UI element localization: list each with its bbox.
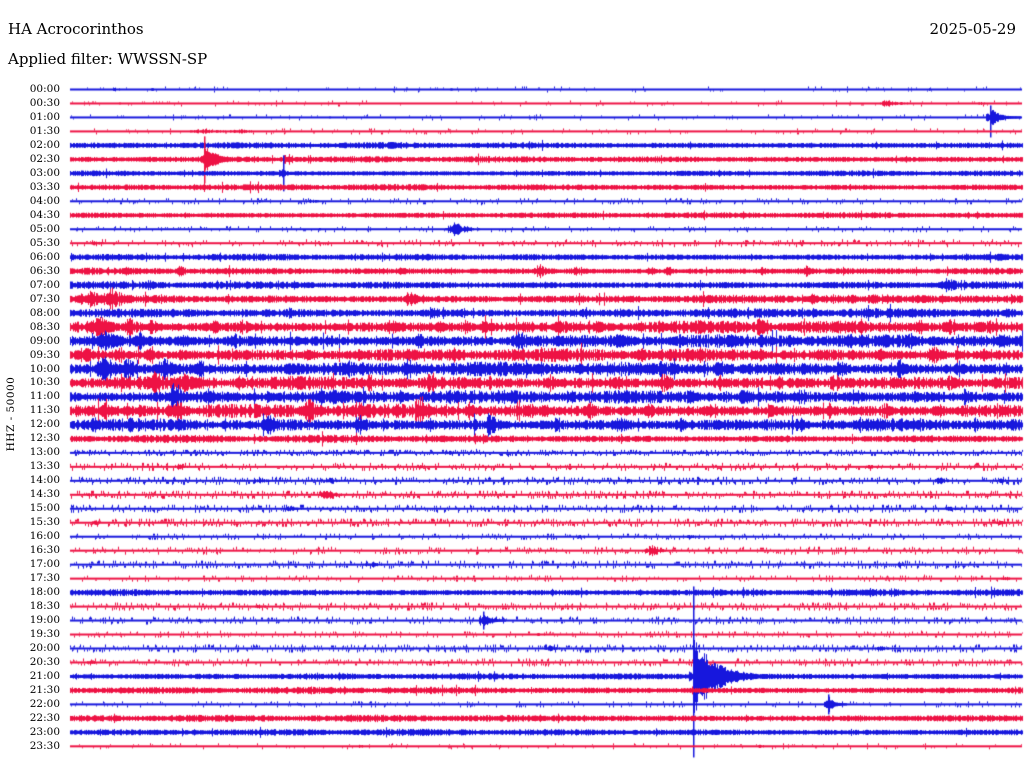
time-label: 20:30: [29, 655, 60, 668]
time-label: 14:00: [29, 474, 60, 487]
time-label: 23:30: [29, 739, 60, 752]
time-label: 11:30: [29, 404, 60, 417]
time-label: 17:30: [29, 572, 60, 585]
time-label: 15:30: [29, 516, 60, 529]
time-label: 21:00: [29, 669, 60, 682]
time-label: 02:00: [29, 138, 60, 151]
time-label: 15:00: [29, 502, 60, 515]
time-label: 08:30: [29, 320, 60, 333]
time-label: 08:00: [29, 306, 60, 319]
time-label: 13:00: [29, 446, 60, 459]
time-label: 16:30: [29, 544, 60, 557]
time-label: 02:30: [29, 152, 60, 165]
time-label: 09:30: [29, 348, 60, 361]
time-label: 18:00: [29, 586, 60, 599]
time-label: 05:00: [29, 222, 60, 235]
time-label: 12:00: [29, 418, 60, 431]
time-label: 12:30: [29, 432, 60, 445]
time-label: 10:30: [29, 376, 60, 389]
time-label: 04:30: [29, 208, 60, 221]
time-label: 23:00: [29, 725, 60, 738]
time-label: 11:00: [29, 390, 60, 403]
time-label: 07:30: [29, 292, 60, 305]
time-label: 09:00: [29, 334, 60, 347]
time-label: 17:00: [29, 558, 60, 571]
time-label: 13:30: [29, 460, 60, 473]
time-label: 01:30: [29, 124, 60, 137]
time-label: 19:30: [29, 628, 60, 641]
time-label: 00:30: [29, 96, 60, 109]
time-label: 14:30: [29, 488, 60, 501]
time-label: 18:30: [29, 600, 60, 613]
time-label: 04:00: [29, 194, 60, 207]
time-label: 16:00: [29, 530, 60, 543]
time-label: 03:00: [29, 166, 60, 179]
time-label: 06:00: [29, 250, 60, 263]
time-label: 03:30: [29, 180, 60, 193]
time-label: 22:30: [29, 711, 60, 724]
time-label: 10:00: [29, 362, 60, 375]
time-label: 07:00: [29, 278, 60, 291]
time-label: 06:30: [29, 264, 60, 277]
time-label: 19:00: [29, 614, 60, 627]
time-label: 05:30: [29, 236, 60, 249]
time-label: 01:00: [29, 110, 60, 123]
time-label: 21:30: [29, 683, 60, 696]
time-label: 20:00: [29, 642, 60, 654]
time-label: 22:00: [29, 697, 60, 710]
time-label: 00:00: [29, 83, 60, 95]
